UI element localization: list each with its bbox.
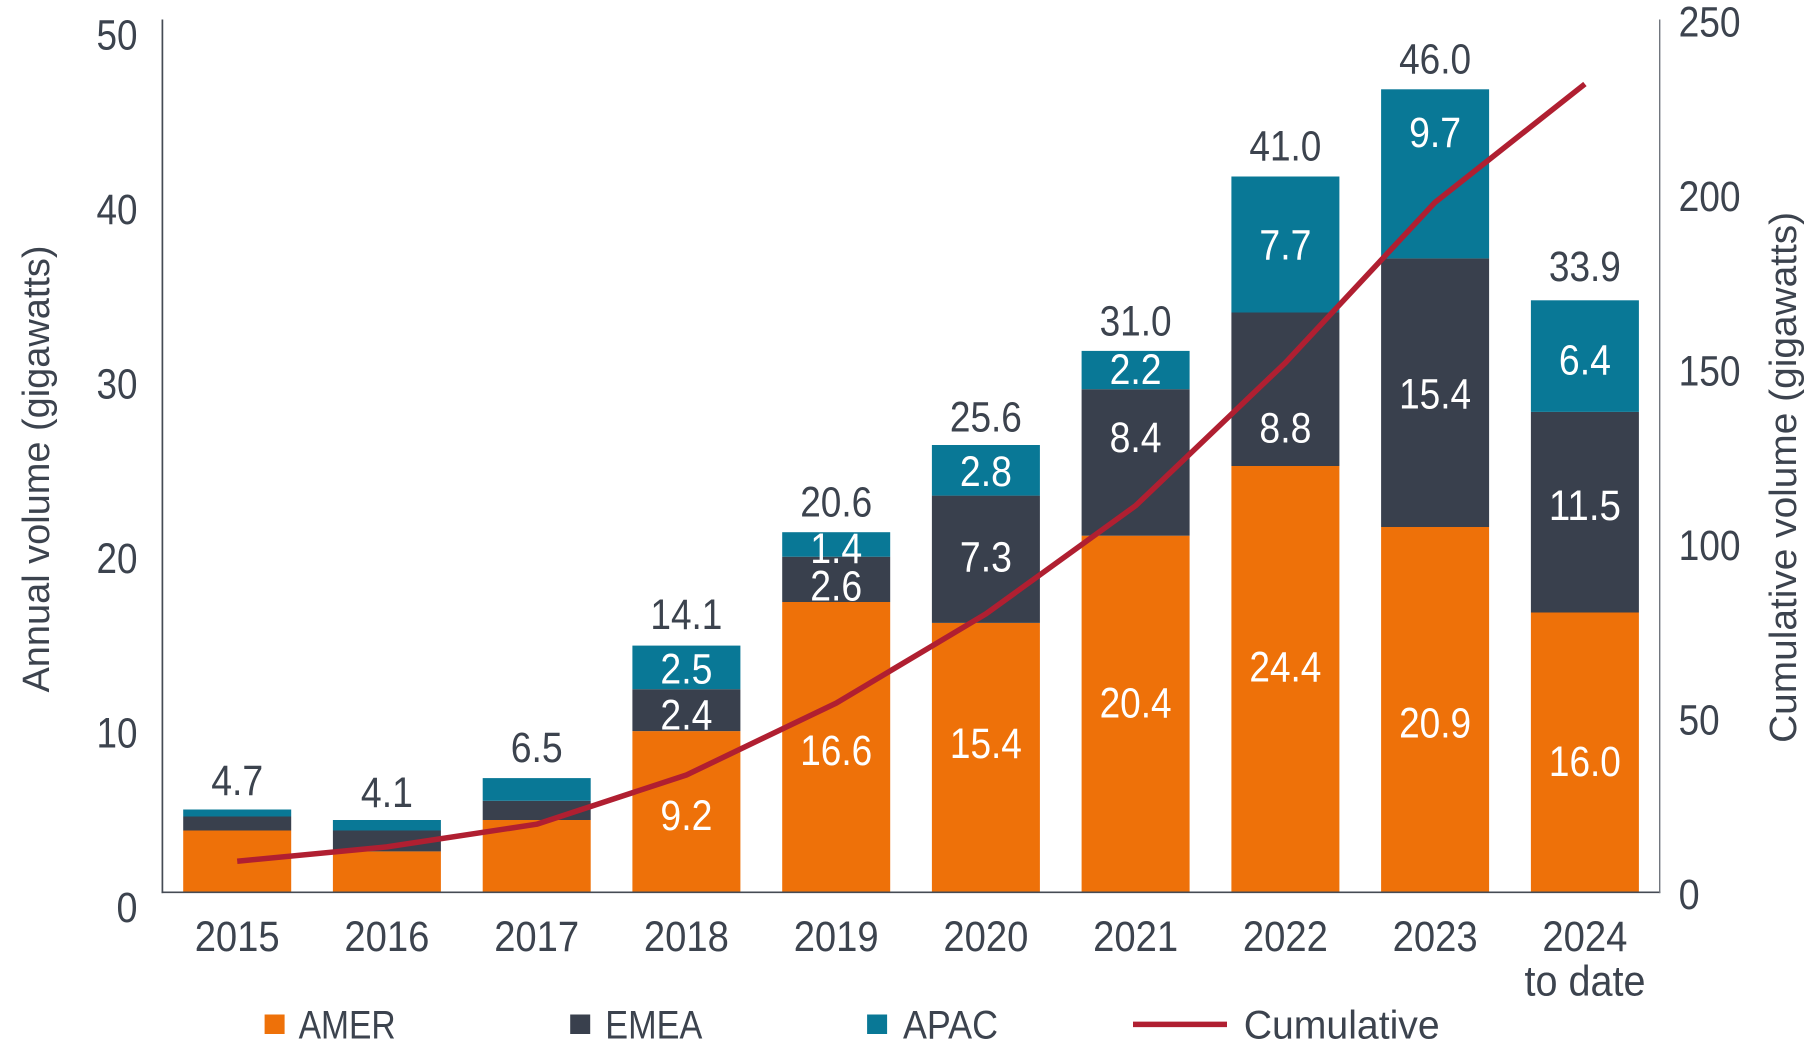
svg-text:2015: 2015 xyxy=(195,913,280,961)
svg-text:100: 100 xyxy=(1679,522,1741,570)
svg-text:20.4: 20.4 xyxy=(1100,680,1172,728)
svg-text:2024: 2024 xyxy=(1542,913,1627,961)
svg-text:2.8: 2.8 xyxy=(960,448,1012,496)
svg-text:8.8: 8.8 xyxy=(1259,405,1311,453)
svg-text:250: 250 xyxy=(1679,0,1741,47)
svg-text:40: 40 xyxy=(97,186,138,234)
svg-text:16.0: 16.0 xyxy=(1549,738,1621,786)
svg-text:7.7: 7.7 xyxy=(1259,222,1311,270)
svg-text:14.1: 14.1 xyxy=(650,591,722,639)
svg-text:2019: 2019 xyxy=(794,913,879,961)
svg-text:2016: 2016 xyxy=(344,913,429,961)
svg-text:24.4: 24.4 xyxy=(1249,644,1321,692)
svg-text:2.2: 2.2 xyxy=(1110,346,1162,394)
svg-text:2.6: 2.6 xyxy=(810,563,862,611)
svg-text:Annual volume (gigawatts): Annual volume (gigawatts) xyxy=(16,246,58,693)
svg-text:4.7: 4.7 xyxy=(211,757,263,805)
svg-text:0: 0 xyxy=(117,884,138,932)
svg-text:20.9: 20.9 xyxy=(1399,700,1471,748)
svg-text:Cumulative volume (gigawatts): Cumulative volume (gigawatts) xyxy=(1763,212,1805,743)
svg-text:Cumulative: Cumulative xyxy=(1244,1003,1440,1047)
svg-text:11.5: 11.5 xyxy=(1549,482,1621,530)
svg-text:EMEA: EMEA xyxy=(605,1003,702,1047)
svg-text:7.3: 7.3 xyxy=(960,534,1012,582)
svg-text:33.9: 33.9 xyxy=(1549,243,1621,291)
svg-text:2023: 2023 xyxy=(1393,913,1478,961)
svg-text:9.2: 9.2 xyxy=(660,792,712,840)
svg-text:to date: to date xyxy=(1525,957,1646,1005)
svg-text:25.6: 25.6 xyxy=(950,393,1022,441)
svg-text:1.4: 1.4 xyxy=(810,525,862,573)
svg-text:10: 10 xyxy=(97,709,138,757)
svg-text:16.6: 16.6 xyxy=(800,727,872,775)
svg-text:30: 30 xyxy=(97,361,138,409)
svg-text:2018: 2018 xyxy=(644,913,729,961)
svg-text:15.4: 15.4 xyxy=(1399,371,1471,419)
svg-text:2.5: 2.5 xyxy=(660,646,712,694)
svg-text:0: 0 xyxy=(1679,871,1700,919)
svg-text:2022: 2022 xyxy=(1243,913,1328,961)
svg-text:200: 200 xyxy=(1679,173,1741,221)
svg-text:41.0: 41.0 xyxy=(1249,123,1321,171)
svg-text:2.4: 2.4 xyxy=(660,692,712,740)
svg-text:2017: 2017 xyxy=(494,913,579,961)
svg-text:20: 20 xyxy=(97,535,138,583)
svg-text:50: 50 xyxy=(97,12,138,60)
svg-text:6.5: 6.5 xyxy=(511,724,563,772)
svg-text:2021: 2021 xyxy=(1093,913,1178,961)
svg-text:4.1: 4.1 xyxy=(361,769,413,817)
svg-text:50: 50 xyxy=(1679,696,1720,744)
svg-text:15.4: 15.4 xyxy=(950,720,1022,768)
svg-text:6.4: 6.4 xyxy=(1559,337,1611,385)
svg-text:46.0: 46.0 xyxy=(1399,36,1471,84)
svg-text:2020: 2020 xyxy=(943,913,1028,961)
svg-text:150: 150 xyxy=(1679,348,1741,396)
svg-text:31.0: 31.0 xyxy=(1100,297,1172,345)
svg-text:20.6: 20.6 xyxy=(800,478,872,526)
svg-text:8.4: 8.4 xyxy=(1110,414,1162,462)
svg-text:APAC: APAC xyxy=(903,1003,998,1047)
svg-text:9.7: 9.7 xyxy=(1409,109,1461,157)
svg-text:AMER: AMER xyxy=(299,1003,396,1047)
